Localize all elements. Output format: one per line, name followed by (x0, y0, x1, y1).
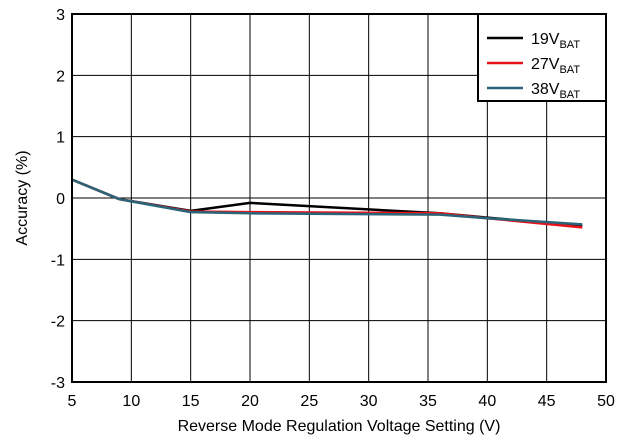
y-tick-label: 0 (56, 191, 65, 208)
x-tick-label: 10 (122, 393, 140, 410)
x-tick-label: 30 (360, 393, 378, 410)
y-tick-labels: -3 -2 -1 0 1 2 3 (51, 7, 65, 392)
y-tick-label: 2 (56, 68, 65, 85)
legend-box (477, 13, 607, 102)
y-tick-label: -3 (51, 375, 65, 392)
x-tick-label: 45 (538, 393, 556, 410)
series-lines (71, 178, 583, 229)
y-tick-label: 1 (56, 130, 65, 147)
y-tick-label: -2 (51, 314, 65, 331)
x-tick-label: 20 (241, 393, 259, 410)
y-tick-label: 3 (56, 7, 65, 24)
x-tick-labels: 5 10 15 20 25 30 35 40 45 50 (68, 393, 615, 410)
x-tick-label: 15 (182, 393, 200, 410)
plot-frame (71, 13, 607, 383)
y-axis-label: Accuracy (%) (14, 150, 31, 245)
x-tick-label: 40 (478, 393, 496, 410)
series-line-38VBAT (71, 178, 583, 226)
x-tick-label: 5 (68, 393, 77, 410)
x-tick-label: 35 (419, 393, 437, 410)
x-tick-label: 50 (597, 393, 615, 410)
x-axis-label: Reverse Mode Regulation Voltage Setting … (178, 418, 501, 435)
x-tick-label: 25 (300, 393, 318, 410)
y-tick-label: -1 (51, 252, 65, 269)
